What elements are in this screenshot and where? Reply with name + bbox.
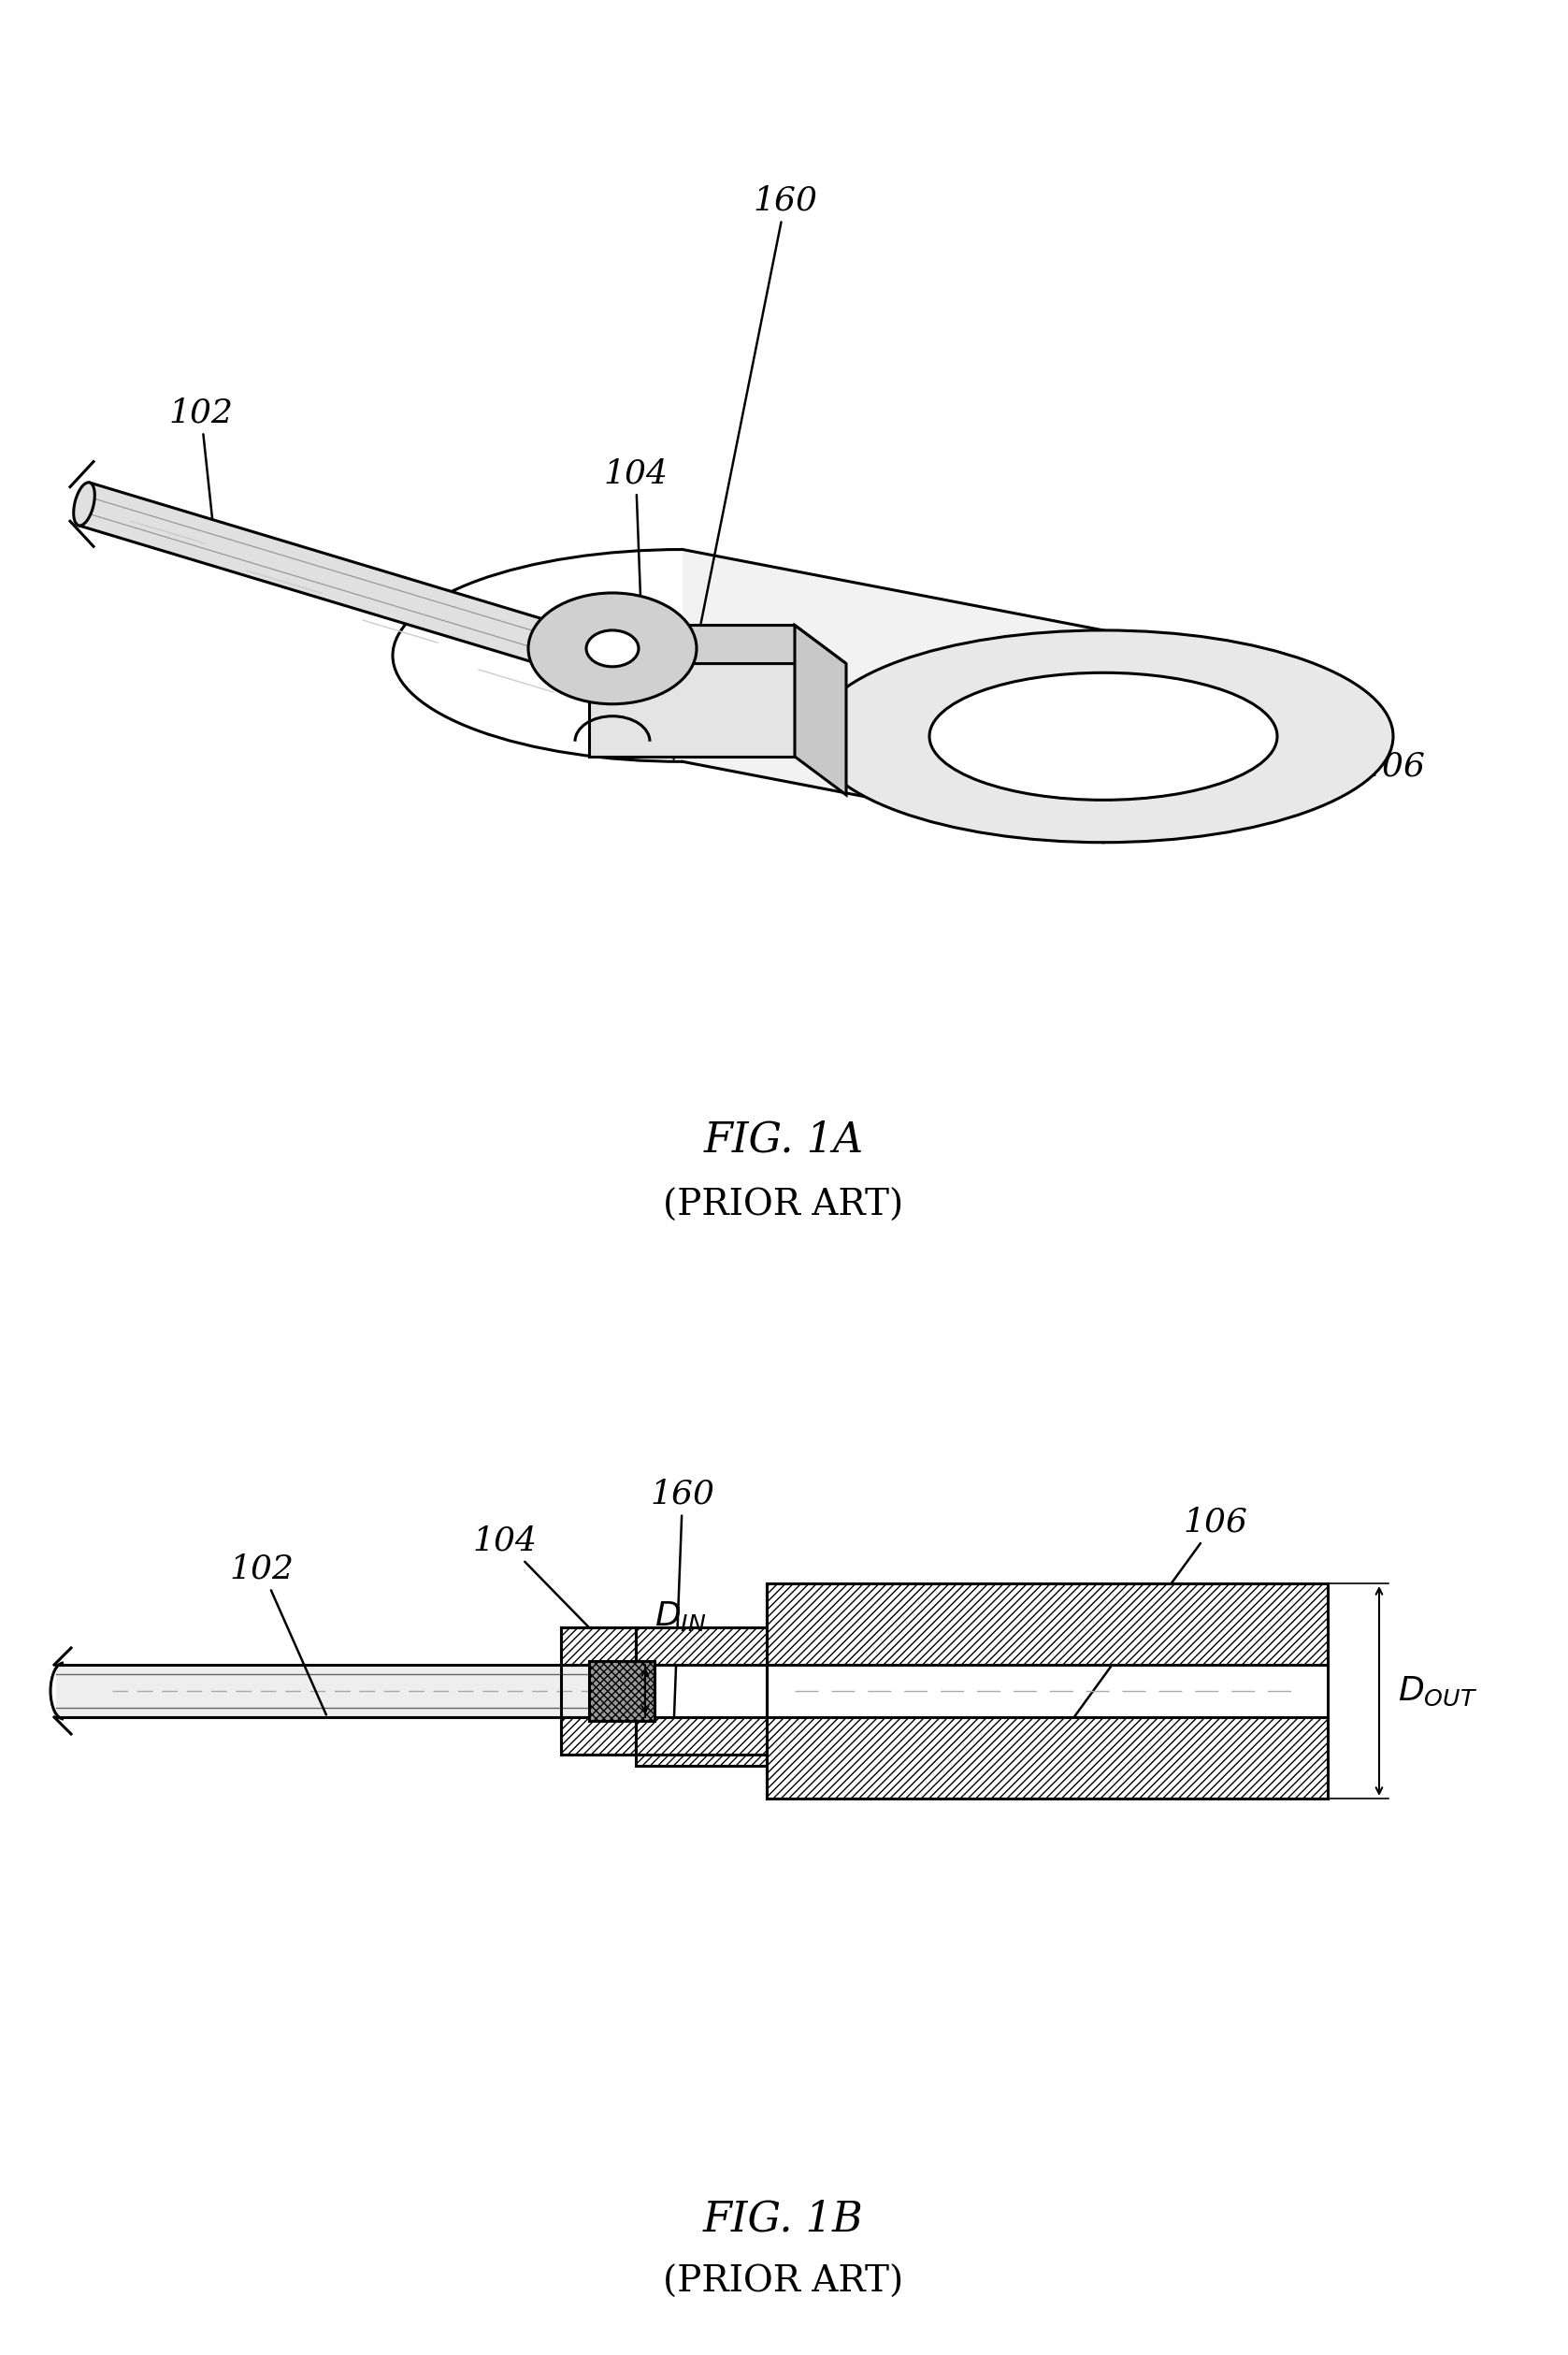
Text: 104: 104: [472, 1526, 619, 1660]
Bar: [561, 1717, 635, 1754]
Ellipse shape: [814, 631, 1392, 843]
Text: 106: 106: [1030, 1507, 1248, 1778]
Polygon shape: [590, 624, 847, 664]
Ellipse shape: [528, 593, 696, 704]
Text: 102: 102: [229, 1554, 326, 1714]
Text: 160: 160: [674, 186, 817, 758]
Ellipse shape: [586, 631, 638, 666]
Text: 102: 102: [169, 398, 234, 542]
Bar: [590, 624, 795, 756]
Bar: [635, 1627, 767, 1665]
Bar: [767, 1717, 1328, 1799]
Bar: [767, 1583, 1328, 1665]
Text: $D_{OUT}$: $D_{OUT}$: [1397, 1674, 1477, 1707]
Polygon shape: [78, 483, 745, 723]
Text: 104: 104: [604, 457, 668, 593]
Text: $D_{IN}$: $D_{IN}$: [654, 1599, 707, 1632]
Polygon shape: [682, 549, 1104, 843]
Bar: [590, 1660, 654, 1722]
Text: FIG. 1B: FIG. 1B: [702, 2200, 864, 2240]
Bar: [561, 1627, 635, 1665]
Text: (PRIOR ART): (PRIOR ART): [663, 2266, 903, 2298]
Text: (PRIOR ART): (PRIOR ART): [663, 1189, 903, 1222]
Bar: [767, 1583, 1328, 1799]
Bar: [635, 1743, 767, 1766]
Text: 106: 106: [1218, 751, 1425, 805]
Ellipse shape: [74, 483, 94, 525]
Text: FIG. 1A: FIG. 1A: [704, 1121, 864, 1161]
Ellipse shape: [930, 674, 1278, 801]
Text: 160: 160: [651, 1479, 715, 1738]
Bar: [635, 1717, 767, 1754]
Polygon shape: [795, 624, 847, 796]
